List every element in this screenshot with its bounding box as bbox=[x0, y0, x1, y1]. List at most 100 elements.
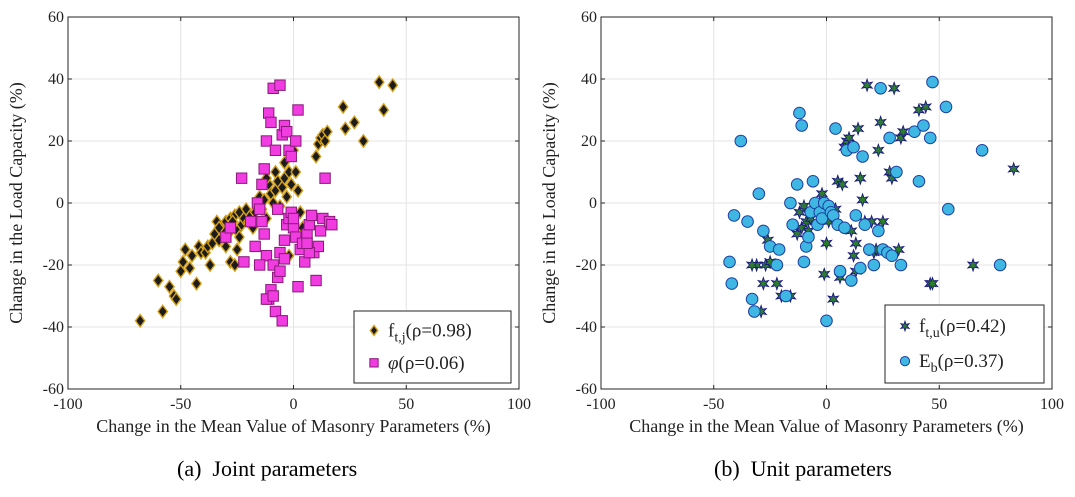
data-point-circle bbox=[845, 274, 858, 287]
data-point-square bbox=[224, 222, 237, 234]
y-tick-label: 20 bbox=[581, 133, 597, 150]
data-point-diamond bbox=[177, 254, 189, 270]
data-point-circle bbox=[923, 131, 937, 145]
data-point-circle bbox=[890, 165, 903, 179]
data-point-diamond bbox=[378, 102, 390, 118]
data-point-square bbox=[235, 172, 248, 184]
data-point-star bbox=[926, 276, 939, 291]
data-point-diamond bbox=[163, 279, 175, 295]
data-point-diamond bbox=[220, 239, 232, 254]
legend: ft,j(ρ=0.98) φ(ρ=0.06) bbox=[353, 310, 512, 384]
data-point-square bbox=[256, 215, 268, 228]
data-point-square bbox=[260, 250, 273, 262]
data-point-diamond bbox=[152, 273, 164, 288]
data-point-circle bbox=[745, 292, 759, 306]
data-point-circle bbox=[725, 277, 739, 290]
data-point-square bbox=[301, 237, 313, 250]
data-point-circle bbox=[795, 119, 808, 132]
data-point-square bbox=[292, 281, 304, 293]
data-point-circle bbox=[863, 243, 876, 256]
data-point-square bbox=[249, 240, 261, 253]
data-point-diamond bbox=[213, 220, 225, 236]
legend-marker-square bbox=[369, 358, 379, 368]
y-tick-label: -60 bbox=[43, 381, 64, 398]
data-point-square bbox=[274, 79, 286, 91]
data-point-star bbox=[966, 257, 980, 273]
data-point-circle bbox=[912, 175, 926, 188]
chart-panel-a: -100 -50 0 50 100 -60 -40 -20 0 20 40 60 Change in t… bbox=[6, 9, 531, 437]
data-point-circle bbox=[772, 243, 786, 256]
data-point-circle bbox=[727, 209, 741, 222]
data-point-circle bbox=[885, 249, 899, 262]
data-point-circle bbox=[883, 131, 896, 145]
y-tick-label: 60 bbox=[581, 9, 597, 26]
data-point-circle bbox=[867, 258, 881, 272]
data-point-circle bbox=[872, 224, 885, 238]
data-point-circle bbox=[757, 224, 770, 238]
x-tick-label: -50 bbox=[170, 396, 191, 413]
data-point-circle bbox=[786, 218, 799, 231]
y-tick-label: -40 bbox=[43, 319, 64, 336]
data-point-square bbox=[260, 135, 273, 147]
data-point-circle bbox=[770, 258, 784, 272]
data-point-circle bbox=[975, 144, 989, 157]
data-point-circle bbox=[723, 255, 736, 269]
data-point-circle bbox=[752, 187, 766, 200]
y-tick-label: 60 bbox=[48, 9, 64, 26]
data-point-circle bbox=[858, 218, 872, 231]
data-point-diamond bbox=[310, 149, 322, 164]
x-tick-label: 50 bbox=[398, 396, 414, 413]
data-point-star bbox=[835, 177, 849, 192]
data-point-star bbox=[826, 291, 840, 307]
x-axis-label: Change in the Mean Value of Masonry Para… bbox=[96, 416, 491, 437]
data-point-diamond bbox=[134, 313, 146, 329]
y-tick-label: -20 bbox=[576, 257, 597, 274]
data-point-square bbox=[290, 231, 302, 243]
data-point-diamond bbox=[285, 177, 297, 192]
y-tick-label: -60 bbox=[576, 381, 597, 398]
caption-a: (a) Joint parameters bbox=[177, 456, 358, 481]
data-point-square bbox=[258, 163, 270, 175]
data-point-diamond bbox=[179, 242, 191, 257]
data-point-square bbox=[238, 256, 250, 268]
legend-label: φ(ρ=0.06) bbox=[388, 353, 465, 374]
data-point-circle bbox=[793, 106, 806, 120]
data-point-circle bbox=[917, 119, 930, 132]
data-point-square bbox=[290, 135, 302, 147]
x-tick-label: -100 bbox=[586, 396, 615, 413]
data-point-circle bbox=[847, 140, 860, 154]
legend-label: ft,u(ρ=0.42) bbox=[919, 316, 1006, 341]
data-point-circle bbox=[854, 261, 867, 275]
data-point-square bbox=[319, 172, 331, 184]
x-tick-label: 0 bbox=[823, 396, 831, 413]
data-point-circle bbox=[734, 134, 748, 148]
data-point-star bbox=[919, 99, 933, 115]
data-point-diamond bbox=[373, 74, 385, 90]
data-point-circle bbox=[833, 264, 847, 278]
data-point-star bbox=[892, 242, 906, 257]
data-point-circle bbox=[874, 82, 887, 95]
y-tick-label: -20 bbox=[43, 257, 64, 274]
data-point-diamond bbox=[387, 77, 399, 93]
data-point-diamond bbox=[191, 276, 203, 291]
x-tick-label: 0 bbox=[290, 396, 298, 413]
data-point-circle bbox=[941, 202, 955, 216]
data-point-diamond bbox=[184, 260, 196, 276]
data-point-star bbox=[887, 80, 901, 96]
data-point-star bbox=[896, 124, 910, 140]
data-point-diamond bbox=[231, 242, 243, 257]
data-point-square bbox=[269, 144, 282, 157]
data-point-square bbox=[253, 259, 266, 271]
data-point-circle bbox=[993, 258, 1007, 272]
data-point-star bbox=[851, 121, 865, 136]
data-point-square bbox=[265, 116, 277, 129]
data-point-star bbox=[872, 142, 885, 158]
data-point-diamond bbox=[321, 124, 333, 140]
data-point-diamond bbox=[357, 133, 369, 149]
data-point-square bbox=[287, 212, 300, 225]
data-point-square bbox=[310, 274, 322, 287]
data-point-square bbox=[269, 305, 282, 318]
data-point-diamond bbox=[292, 183, 304, 198]
data-point-diamond bbox=[281, 189, 293, 205]
data-point-diamond bbox=[229, 257, 241, 273]
